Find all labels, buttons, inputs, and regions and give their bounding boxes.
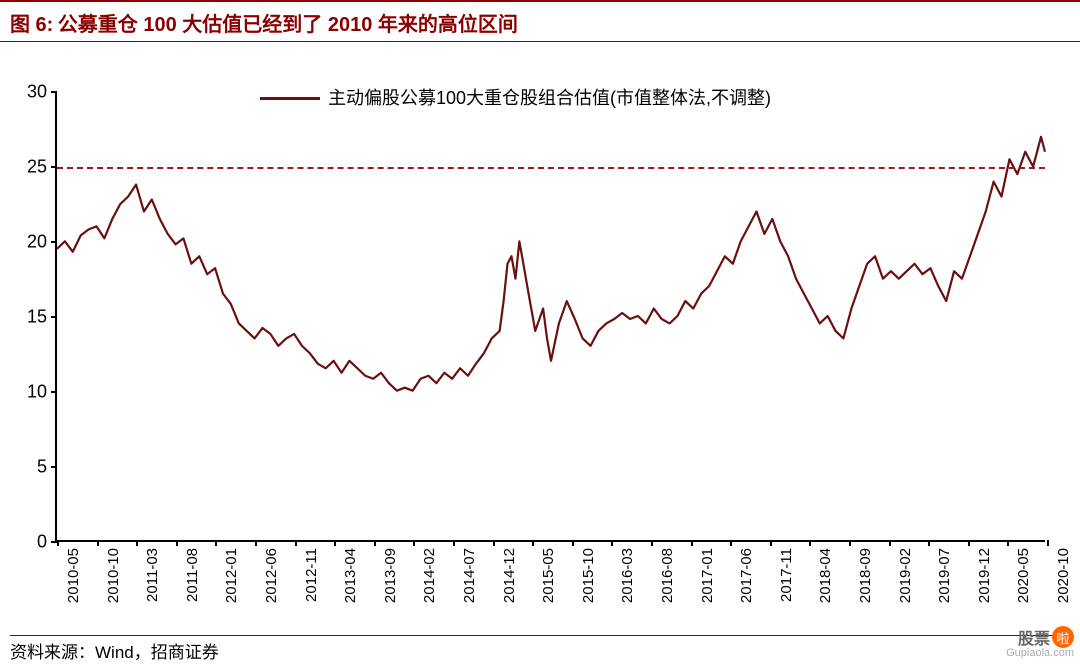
- xtick-label: 2020-10: [1055, 548, 1072, 603]
- watermark: 股票 啦 Gupiaola.com: [1018, 625, 1074, 649]
- xtick-mark: [374, 540, 376, 546]
- ytick-mark: [51, 91, 57, 93]
- xtick-label: 2020-05: [1015, 548, 1032, 603]
- xtick-mark: [215, 540, 217, 546]
- xtick-label: 2012-01: [223, 548, 240, 603]
- xtick-mark: [889, 540, 891, 546]
- watermark-badge: 啦: [1052, 626, 1074, 648]
- xtick-mark: [1007, 540, 1009, 546]
- ytick-mark: [51, 166, 57, 168]
- xtick-label: 2017-01: [699, 548, 716, 603]
- xtick-label: 2017-06: [738, 548, 755, 603]
- xtick-label: 2019-07: [936, 548, 953, 603]
- xtick-mark: [1047, 540, 1049, 546]
- xtick-mark: [532, 540, 534, 546]
- legend-label: 主动偏股公募100大重仓股组合估值(市值整体法,不调整): [328, 87, 771, 110]
- xtick-mark: [968, 540, 970, 546]
- xtick-label: 2010-05: [65, 548, 82, 603]
- source-line: 资料来源：Wind，招商证券: [10, 635, 1070, 663]
- xtick-label: 2016-03: [619, 548, 636, 603]
- watermark-url: Gupiaola.com: [1006, 647, 1074, 659]
- xtick-mark: [691, 540, 693, 546]
- xtick-mark: [809, 540, 811, 546]
- xtick-mark: [295, 540, 297, 546]
- xtick-label: 2018-09: [857, 548, 874, 603]
- xtick-mark: [651, 540, 653, 546]
- legend-swatch: [260, 97, 320, 100]
- ytick-mark: [51, 391, 57, 393]
- xtick-label: 2013-09: [382, 548, 399, 603]
- xtick-label: 2010-10: [105, 548, 122, 603]
- reference-line: [57, 167, 1045, 169]
- xtick-label: 2017-11: [778, 548, 795, 602]
- xtick-mark: [493, 540, 495, 546]
- chart-container: 0510152025302010-052010-102011-032011-08…: [0, 42, 1080, 632]
- watermark-text: 股票: [1018, 625, 1050, 649]
- figure-label: 图 6:: [10, 14, 53, 36]
- xtick-label: 2019-02: [897, 548, 914, 603]
- xtick-label: 2019-12: [976, 548, 993, 603]
- xtick-mark: [136, 540, 138, 546]
- valuation-line: [57, 137, 1045, 391]
- xtick-mark: [176, 540, 178, 546]
- xtick-mark: [770, 540, 772, 546]
- xtick-mark: [255, 540, 257, 546]
- xtick-label: 2012-11: [303, 548, 320, 602]
- xtick-label: 2015-05: [540, 548, 557, 603]
- xtick-label: 2016-08: [659, 548, 676, 603]
- legend: 主动偏股公募100大重仓股组合估值(市值整体法,不调整): [260, 87, 771, 110]
- xtick-mark: [572, 540, 574, 546]
- xtick-mark: [334, 540, 336, 546]
- xtick-label: 2011-03: [144, 548, 161, 602]
- xtick-label: 2012-06: [263, 548, 280, 603]
- ytick-mark: [51, 241, 57, 243]
- ytick-mark: [51, 466, 57, 468]
- xtick-mark: [57, 540, 59, 546]
- xtick-label: 2014-12: [501, 548, 518, 603]
- xtick-mark: [97, 540, 99, 546]
- ytick-mark: [51, 316, 57, 318]
- xtick-mark: [611, 540, 613, 546]
- xtick-label: 2014-02: [421, 548, 438, 603]
- figure-title: 公募重仓 100 大估值已经到了 2010 年来的高位区间: [58, 14, 518, 36]
- xtick-mark: [928, 540, 930, 546]
- xtick-label: 2011-08: [184, 548, 201, 602]
- xtick-mark: [413, 540, 415, 546]
- plot-area: 0510152025302010-052010-102011-032011-08…: [55, 92, 1045, 542]
- xtick-label: 2018-04: [817, 548, 834, 603]
- xtick-mark: [730, 540, 732, 546]
- xtick-mark: [849, 540, 851, 546]
- xtick-label: 2015-10: [580, 548, 597, 603]
- xtick-label: 2014-07: [461, 548, 478, 603]
- line-series: [57, 92, 1045, 540]
- figure-header: 图 6: 公募重仓 100 大估值已经到了 2010 年来的高位区间: [0, 0, 1080, 42]
- xtick-mark: [453, 540, 455, 546]
- xtick-label: 2013-04: [342, 548, 359, 603]
